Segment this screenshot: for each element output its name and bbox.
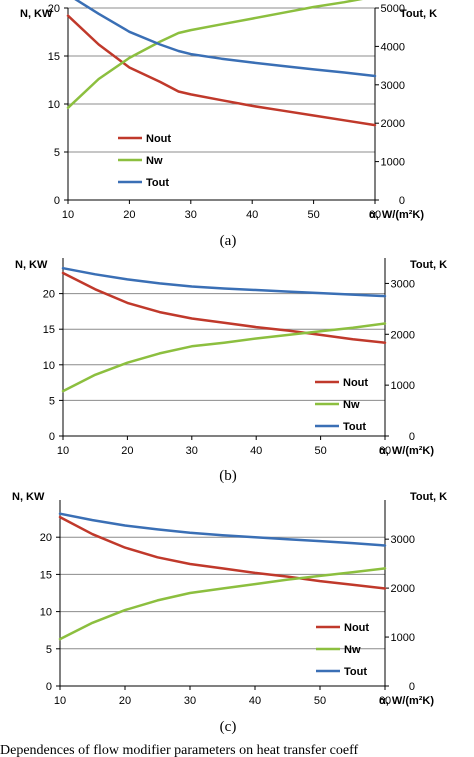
left-tick-label: 15: [40, 569, 52, 581]
legend-label-nout: Nout: [344, 622, 369, 634]
legend-label-nw: Nw: [146, 155, 163, 167]
x-tick-label: 30: [185, 209, 197, 221]
panel-label: (b): [219, 468, 237, 484]
left-tick-label: 15: [43, 324, 55, 336]
right-tick-label: 3000: [381, 80, 405, 92]
right-tick-label: 2000: [391, 583, 415, 595]
x-tick-label: 50: [314, 445, 326, 457]
left-tick-label: 20: [43, 289, 55, 301]
series-line-nout: [66, 14, 377, 127]
right-tick-label: 0: [409, 431, 415, 443]
left-tick-label: 0: [54, 195, 60, 207]
legend: Nout Nw Tout: [315, 377, 368, 433]
x-tick-label: 20: [119, 695, 131, 707]
x-tick-label: 30: [184, 695, 196, 707]
legend: Nout Nw Tout: [316, 622, 369, 678]
y-axis-title: N, KW: [15, 259, 48, 271]
x-tick-label: 40: [249, 695, 261, 707]
left-tick-label: 0: [49, 431, 55, 443]
legend-label-nout: Nout: [343, 377, 368, 389]
x-tick-label: 60: [369, 209, 381, 221]
left-tick-label: 10: [48, 99, 60, 111]
chart-panel-1: 0 5 10 15 20 0 1000 2000 3000 4000 5000 10 20 30 40 50 6…: [20, 0, 437, 249]
chart-panel-2: 0 5 10 15 20 0 1000 2000 3000 10 20 30 40 50 60 N, KW To…: [15, 258, 447, 484]
right-tick-label: 1000: [391, 632, 415, 644]
series-line-tout: [74, 0, 377, 78]
right-tick-label: 1000: [381, 157, 405, 169]
left-tick-label: 10: [40, 607, 52, 619]
legend-label-tout: Tout: [344, 666, 367, 678]
right-tick-label: 5000: [381, 3, 405, 15]
right-tick-label: 3000: [391, 278, 415, 290]
x-tick-label: 10: [62, 209, 74, 221]
y-axis-title: N, KW: [20, 8, 53, 20]
series-line-nout: [58, 515, 387, 590]
x-axis-title: α, W/(m²K): [379, 445, 434, 457]
legend-label-nw: Nw: [344, 644, 361, 656]
x-tick-label: 60: [379, 445, 391, 457]
right-tick-label: 2000: [381, 118, 405, 130]
x-tick-label: 10: [54, 695, 66, 707]
x-tick-label: 20: [123, 209, 135, 221]
x-tick-label: 40: [250, 445, 262, 457]
x-tick-label: 50: [307, 209, 319, 221]
legend-label-nout: Nout: [146, 133, 171, 145]
right-tick-label: 4000: [381, 41, 405, 53]
x-tick-label: 10: [57, 445, 69, 457]
left-tick-label: 5: [49, 395, 55, 407]
right-tick-label: 3000: [391, 534, 415, 546]
left-tick-label: 15: [48, 51, 60, 63]
right-tick-label: 0: [399, 195, 405, 207]
x-tick-label: 30: [186, 445, 198, 457]
series-line-nw: [66, 0, 363, 110]
left-tick-label: 20: [40, 532, 52, 544]
series-line-tout: [58, 512, 387, 547]
right-tick-label: 1000: [391, 380, 415, 392]
legend-label-tout: Tout: [146, 177, 169, 189]
chart-panel-3: 0 5 10 15 20 0 1000 2000 3000 10 20 30 40 50 60 N, KW To…: [12, 491, 447, 735]
x-axis-title: α, W/(m²K): [379, 695, 434, 707]
panel-label: (c): [220, 719, 237, 735]
y2-axis-title: Tout, K: [400, 8, 437, 20]
right-tick-label: 2000: [391, 329, 415, 341]
y2-axis-title: Tout, K: [410, 491, 447, 503]
legend-label-nw: Nw: [343, 399, 360, 411]
series-line-nw: [61, 322, 387, 393]
x-tick-label: 50: [314, 695, 326, 707]
x-tick-label: 40: [246, 209, 258, 221]
y2-axis-title: Tout, K: [410, 259, 447, 271]
x-tick-label: 60: [379, 695, 391, 707]
figure-caption: Dependences of flow modifier parameters …: [0, 743, 358, 757]
series-line-tout: [61, 266, 387, 298]
left-tick-label: 20: [48, 3, 60, 15]
left-tick-label: 0: [46, 681, 52, 693]
legend-label-tout: Tout: [343, 421, 366, 433]
panel-label: (a): [220, 233, 237, 249]
left-tick-label: 5: [46, 644, 52, 656]
legend: Nout Nw Tout: [118, 133, 171, 189]
left-tick-label: 5: [54, 147, 60, 159]
series-line-nw: [58, 567, 387, 641]
y-axis-title: N, KW: [12, 491, 45, 503]
x-tick-label: 20: [121, 445, 133, 457]
series-line-nout: [61, 271, 387, 344]
right-tick-label: 0: [409, 681, 415, 693]
x-axis-title: α, W/(m²K): [369, 209, 424, 221]
left-tick-label: 10: [43, 360, 55, 372]
